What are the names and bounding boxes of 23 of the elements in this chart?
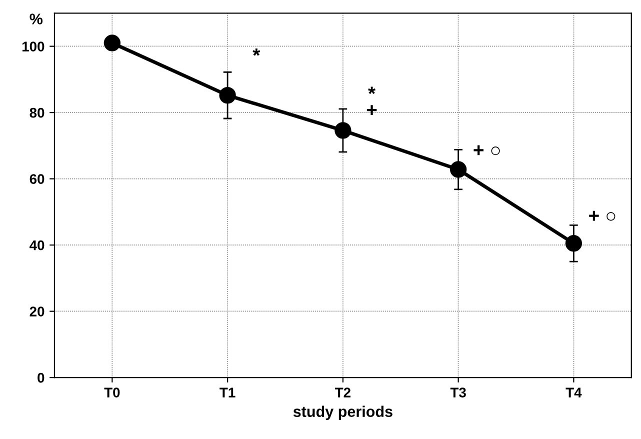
point	[450, 161, 467, 178]
point	[104, 34, 121, 52]
x-tick-label: T1	[220, 388, 236, 398]
point	[219, 86, 236, 104]
x-tick-label: T3	[450, 388, 466, 398]
y-tick-label: 60	[30, 174, 44, 184]
y-tick-label: 80	[30, 108, 44, 118]
y-tick-label: 20	[30, 306, 44, 316]
x-tick-label: T4	[566, 388, 582, 398]
x-axis-title: study periods	[293, 406, 392, 420]
y-tick-label: 100	[22, 42, 44, 52]
y-tick-label: 0	[38, 372, 44, 383]
annotation: + ○	[474, 145, 500, 156]
annotation: *	[252, 48, 260, 56]
point	[565, 235, 582, 252]
y-axis-title: %	[30, 14, 43, 24]
x-tick-label: T0	[104, 388, 120, 398]
y-tick-label: 40	[30, 240, 44, 250]
point	[334, 122, 352, 139]
annotation: + ○	[589, 210, 616, 221]
x-tick-label: T2	[334, 388, 350, 398]
annotation: *	[368, 86, 376, 94]
annotation: +	[366, 105, 377, 116]
